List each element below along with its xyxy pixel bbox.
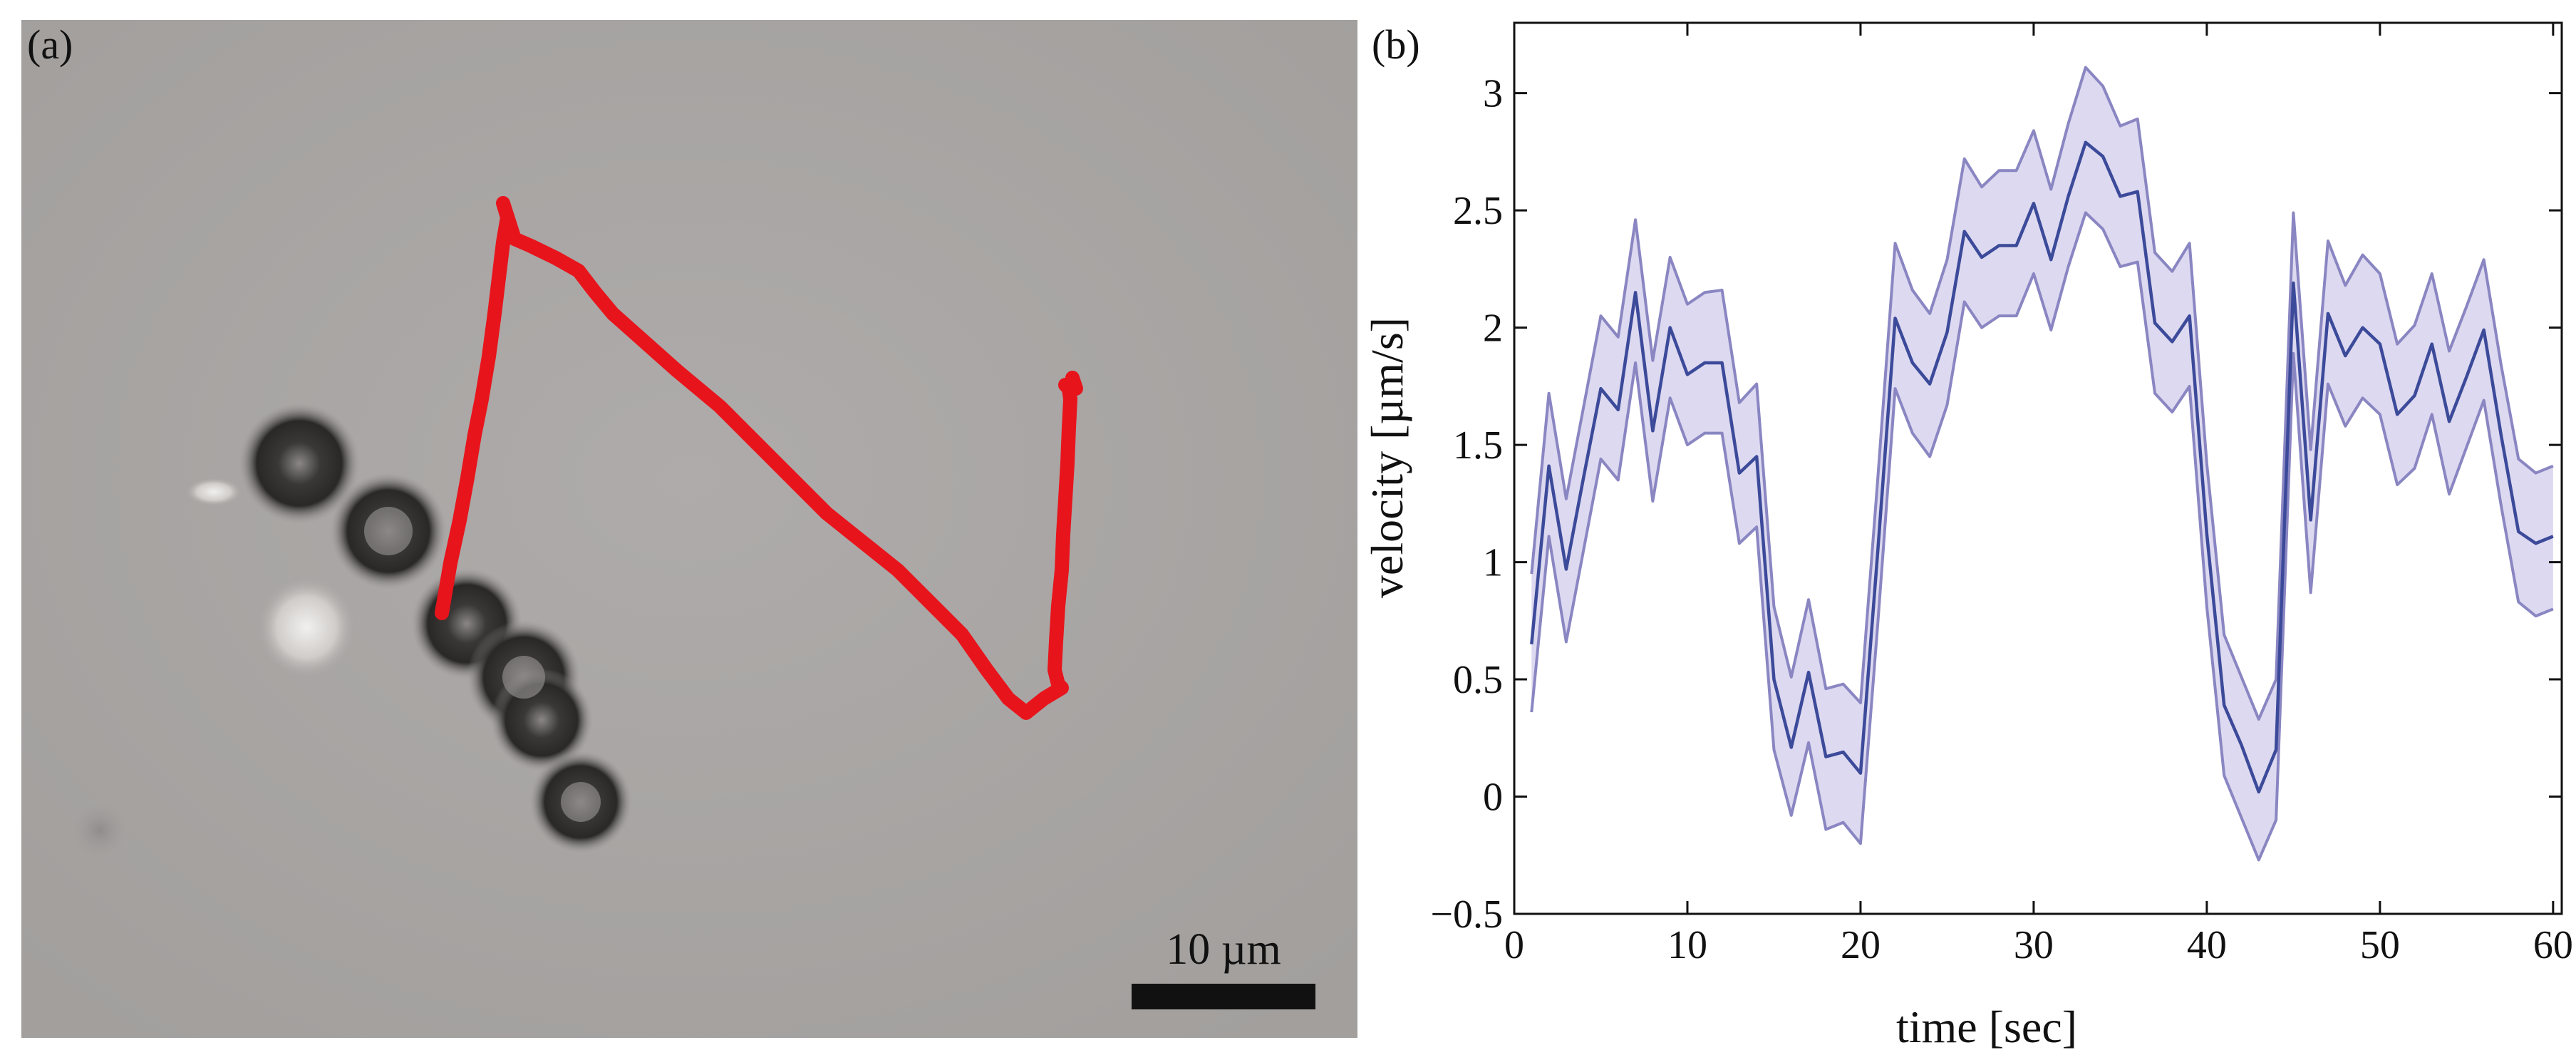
x-tick-label: 10 bbox=[1667, 923, 1707, 967]
micrograph-panel: 10 µm (a) bbox=[21, 20, 1357, 1038]
y-tick-label: 1.5 bbox=[1453, 423, 1503, 468]
x-axis-label: time [sec] bbox=[1896, 1002, 2077, 1052]
plot-frame bbox=[1513, 21, 2563, 915]
y-tick-label: −0.5 bbox=[1430, 892, 1503, 937]
axes-layer bbox=[1513, 21, 2563, 915]
panel-a-label: (a) bbox=[27, 21, 73, 68]
micrograph-background bbox=[21, 20, 1357, 1038]
micrograph-content bbox=[66, 196, 1315, 1009]
lower-bound-line bbox=[1530, 211, 2554, 862]
x-tick-label: 30 bbox=[2014, 923, 2054, 967]
confidence-band bbox=[1531, 67, 2553, 860]
scale-bar bbox=[1132, 984, 1315, 1009]
y-tick-label: 0.5 bbox=[1453, 658, 1503, 702]
y-tick-label: 0 bbox=[1483, 776, 1503, 820]
scale-bar-label: 10 µm bbox=[1166, 925, 1281, 974]
cell-trajectory bbox=[435, 196, 1083, 720]
bright-debris bbox=[185, 478, 242, 506]
x-tick-label: 0 bbox=[1504, 923, 1524, 967]
y-axis-label: velocity [µm/s] bbox=[1362, 317, 1412, 598]
y-tick-label: 2.5 bbox=[1453, 189, 1503, 233]
upper-bound-line bbox=[1530, 66, 2554, 721]
ticks-layer: 0 10 20 30 40 50 60−0.500.511.522.53 bbox=[1430, 23, 2573, 967]
panel-b-label: (b) bbox=[1372, 21, 1420, 68]
x-tick-label: 20 bbox=[1841, 923, 1881, 967]
series-lines-layer bbox=[1530, 66, 2554, 862]
y-tick-label: 3 bbox=[1483, 72, 1503, 116]
bright-debris bbox=[257, 576, 356, 679]
confidence-band-layer bbox=[1531, 67, 2553, 860]
y-tick-label: 2 bbox=[1483, 307, 1503, 351]
velocity-chart-panel: (b) 0 10 20 30 40 50 60−0.500.511.522.53 veloc… bbox=[1362, 21, 2573, 1052]
out-of-focus-particle bbox=[66, 796, 134, 865]
x-tick-label: 60 bbox=[2533, 923, 2573, 967]
mean-velocity-line bbox=[1530, 140, 2554, 794]
y-tick-label: 1 bbox=[1483, 541, 1503, 585]
x-tick-label: 40 bbox=[2187, 923, 2227, 967]
cell bbox=[239, 403, 360, 524]
x-tick-label: 50 bbox=[2360, 923, 2400, 967]
